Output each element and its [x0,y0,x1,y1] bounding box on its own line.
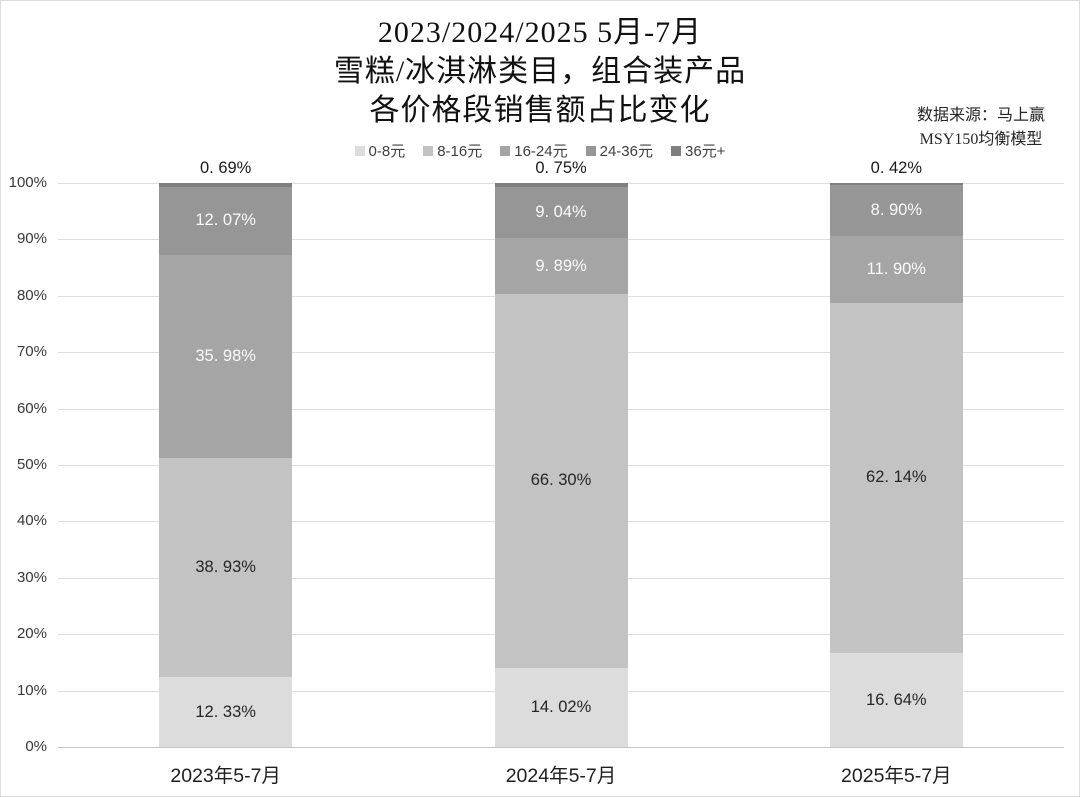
bar-segment-label: 35. 98% [195,346,256,365]
bar-top-label: 0. 42% [870,159,923,177]
stacked-bar: 14. 02% 66. 30% 9. 89% 9. 04% [494,183,628,747]
data-source-line1: 数据来源：马上赢 [916,107,1045,124]
bar-segment: 9. 04% [494,187,628,239]
chart-title-line2: 雪糕/冰淇淋类目，组合装产品 [333,55,747,88]
page-title: 2023/2024/2025 5月-7月 雪糕/冰淇淋类目，组合装产品 各价格段… [1,13,1079,130]
stacked-bar: 16. 64% 62. 14% 11. 90% 8. 90% [829,183,963,747]
legend-label: 16-24元 [514,143,568,160]
bar-segment: 12. 07% [159,186,293,255]
plot-area: 0. 69% 12. 33% 38. 93% 35. 98% 12. 07% 0. 75%… [58,159,1064,748]
y-tick-label: 70% [16,343,47,361]
legend-marker-icon [423,145,434,156]
x-axis-baseline [58,747,1064,748]
bar-segment-label: 11. 90% [866,259,926,278]
legend-marker-icon [671,145,681,156]
legend-marker-icon [585,145,596,156]
legend-label: 36元+ [685,143,726,160]
x-axis-label: 2023年5-7月 [170,765,281,787]
legend-item: 36元+ [671,140,725,161]
chart-title-line3: 各价格段销售额占比变化 [369,94,711,127]
y-tick-label: 0% [25,738,47,755]
bar-top-label: 0. 69% [199,159,252,177]
bar-segment-label: 8. 90% [870,200,923,219]
y-tick-label: 50% [16,456,47,473]
x-axis-label: 2024年5-7月 [505,765,617,787]
bar-segment: 16. 64% [829,653,963,747]
bar-segment [159,183,293,187]
data-source-note: 数据来源：马上赢 MSY150均衡模型 [917,104,1045,152]
y-tick-label: 80% [16,286,47,304]
bar-segment-label: 38. 93% [195,558,256,577]
bar-segment: 12. 33% [159,677,293,747]
legend: 0-8元 8-16元 16-24元 24-36元 36元+ [1,140,1079,161]
y-tick-label: 40% [16,512,47,530]
bar-segment: 66. 30% [494,294,628,668]
legend-label: 8-16元 [437,143,483,160]
bar-segment-label: 14. 02% [530,697,592,716]
y-tick-label: 90% [16,230,47,248]
y-tick-label: 60% [16,399,47,417]
legend-label: 0-8元 [368,143,406,160]
bar-segment-label: 12. 07% [195,211,256,230]
bar-top-label: 0. 75% [535,159,587,177]
legend-item: 8-16元 [423,140,482,161]
bar-segment: 11. 90% [829,235,963,303]
bar-segment-label: 9. 89% [535,256,587,275]
y-tick-label: 10% [16,681,47,699]
chart-title-line1: 2023/2024/2025 5月-7月 [377,16,703,49]
bar-segment: 14. 02% [494,667,628,747]
bar-segment: 9. 89% [494,238,628,294]
stacked-bar: 12. 33% 38. 93% 35. 98% 12. 07% [159,183,293,747]
x-axis-label: 2025年5-7月 [841,765,952,787]
data-source-line2: MSY150均衡模型 [919,131,1043,148]
bar-segment-label: 62. 14% [866,468,927,487]
legend-item: 16-24元 [500,140,568,161]
y-tick-label: 100% [8,174,47,191]
bar-segment [494,183,628,188]
bar-segment-label: 16. 64% [866,690,927,709]
y-tick-label: 30% [16,568,47,586]
legend-item: 24-36元 [585,140,653,161]
y-tick-label: 20% [16,625,47,643]
bar-segment-label: 66. 30% [530,471,592,490]
bar-segment [829,183,963,186]
legend-marker-icon [500,145,511,156]
bar-segment: 35. 98% [159,254,293,458]
bar-segment-label: 12. 33% [195,702,256,721]
legend-marker-icon [354,145,365,156]
bar-segment: 62. 14% [829,302,963,654]
bar-segment: 38. 93% [159,457,293,678]
bar-segment: 8. 90% [829,185,963,236]
legend-label: 24-36元 [599,143,653,160]
bar-segment-label: 9. 04% [535,203,587,222]
legend-item: 0-8元 [354,140,406,161]
